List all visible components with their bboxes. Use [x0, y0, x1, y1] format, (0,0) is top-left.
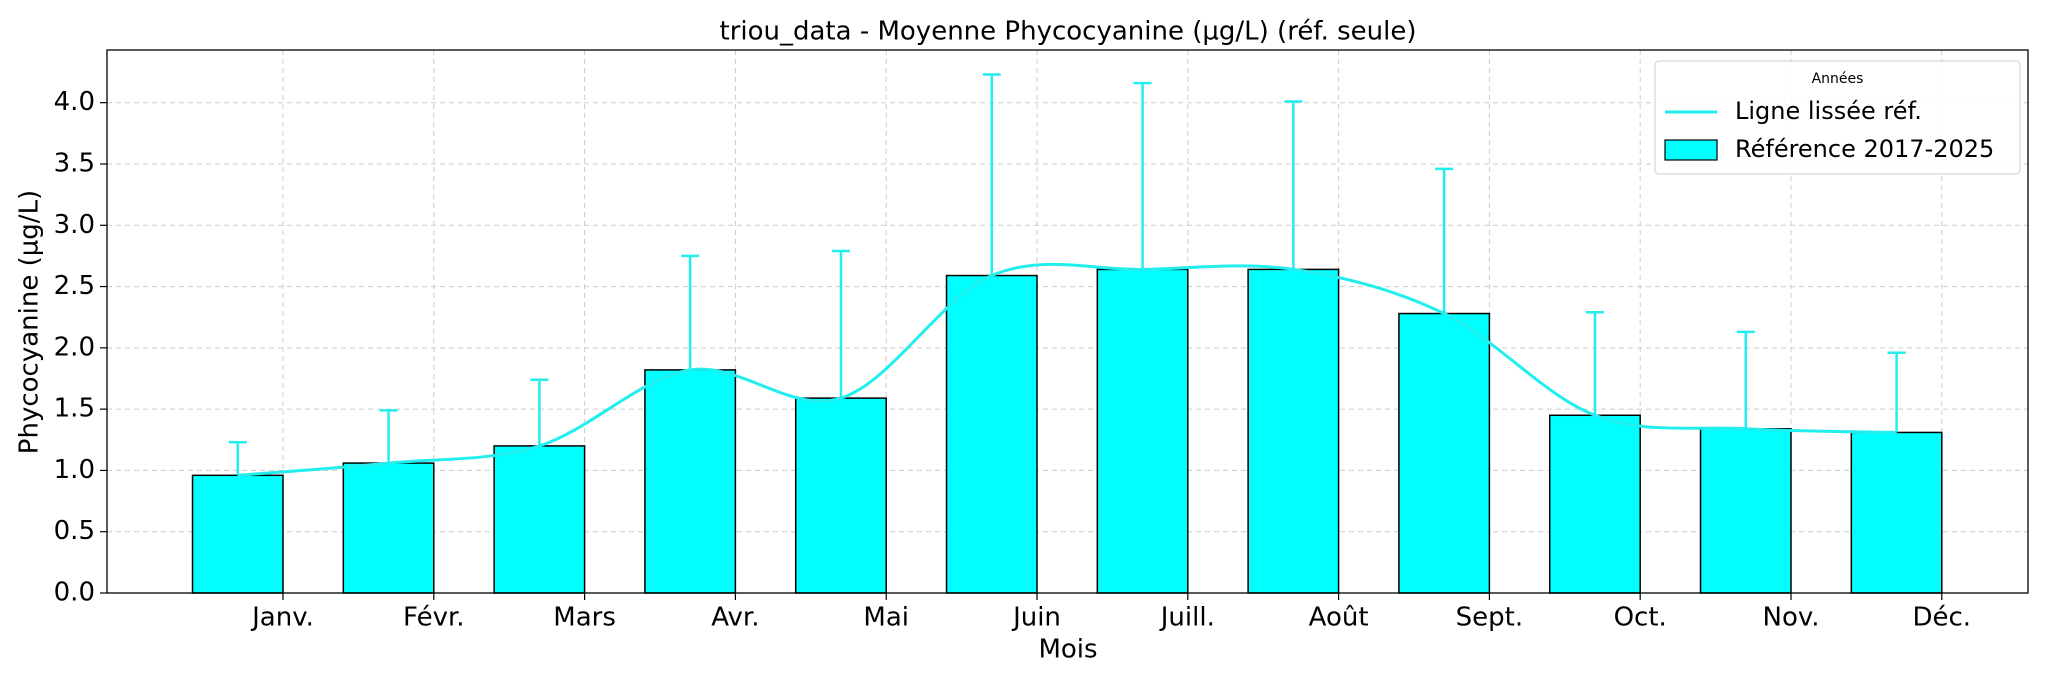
legend-label: Ligne lissée réf.: [1735, 97, 1922, 125]
y-axis-label: Phycocyanine (µg/L): [15, 190, 45, 454]
y-tick-label: 0.0: [54, 578, 95, 608]
y-tick-label: 3.0: [54, 210, 95, 240]
bar: [1699, 428, 1792, 594]
bar: [644, 369, 737, 594]
y-tick-label: 0.5: [54, 516, 95, 546]
x-tick-label: Avr.: [711, 603, 759, 633]
bar: [191, 474, 284, 594]
bar: [945, 274, 1038, 594]
x-tick-label: Janv.: [250, 603, 314, 633]
x-tick-label: Août: [1309, 603, 1369, 633]
y-tick-label: 1.0: [54, 455, 95, 485]
x-tick-label: Déc.: [1913, 603, 1972, 633]
y-tick-label: 1.5: [54, 394, 95, 424]
y-tick-label: 4.0: [54, 87, 95, 117]
y-tick-label: 2.5: [54, 271, 95, 301]
x-tick-label: Juin: [1011, 603, 1061, 633]
plot-frame: [106, 49, 2029, 594]
x-tick-label: Sept.: [1456, 603, 1523, 633]
bar: [1096, 268, 1189, 594]
x-tick-label: Mai: [863, 603, 909, 633]
legend-title: Années: [1812, 71, 1864, 87]
bar: [794, 397, 887, 594]
x-tick-label: Févr.: [403, 603, 464, 633]
y-tick-label: 3.5: [54, 148, 95, 178]
bar: [493, 445, 586, 594]
legend-box: [1654, 60, 2021, 175]
legend-swatch: [1664, 139, 1718, 161]
legend-label: Référence 2017-2025: [1735, 135, 1994, 163]
x-axis-label: Mois: [1038, 635, 1097, 665]
x-tick-label: Mars: [553, 603, 616, 633]
bar: [1247, 268, 1340, 594]
chart-title: triou_data - Moyenne Phycocyanine (µg/L)…: [720, 17, 1417, 47]
bar: [1548, 414, 1641, 594]
y-tick-label: 2.0: [54, 332, 95, 362]
bar: [342, 462, 435, 594]
bar: [1850, 431, 1943, 594]
x-tick-label: Oct.: [1614, 603, 1667, 633]
x-tick-label: Juill.: [1159, 603, 1215, 633]
x-tick-label: Nov.: [1763, 603, 1820, 633]
smoothed-line: [237, 262, 1897, 477]
bar: [1398, 312, 1491, 594]
